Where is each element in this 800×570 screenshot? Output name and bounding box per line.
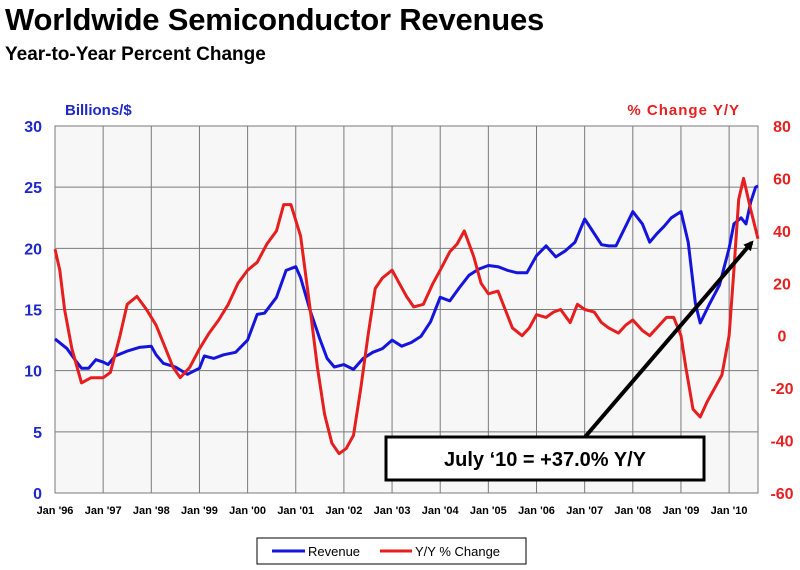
left-tick-label: 20 bbox=[24, 241, 42, 258]
annotation-text: July ‘10 = +37.0% Y/Y bbox=[444, 449, 647, 471]
legend-label-yoy: Y/Y % Change bbox=[415, 544, 500, 559]
x-tick-label: Jan '05 bbox=[470, 505, 507, 517]
left-tick-label: 30 bbox=[24, 119, 42, 136]
left-tick-label: 10 bbox=[24, 364, 42, 381]
x-tick-label: Jan '03 bbox=[374, 505, 411, 517]
right-tick-label: 60 bbox=[773, 171, 791, 188]
annotation-box bbox=[384, 435, 706, 482]
x-tick-label: Jan '01 bbox=[277, 505, 314, 517]
x-tick-label: Jan '02 bbox=[325, 505, 362, 517]
left-tick-label: 15 bbox=[24, 303, 42, 320]
x-tick-label: Jan '00 bbox=[229, 505, 266, 517]
x-tick-label: Jan '09 bbox=[663, 505, 700, 517]
legend: Revenue Y/Y % Change bbox=[256, 537, 527, 565]
right-tick-label: -20 bbox=[770, 381, 793, 398]
chart-subtitle: Year-to-Year Percent Change bbox=[5, 44, 266, 65]
left-axis: 0 5 10 15 20 25 30 bbox=[24, 119, 42, 503]
x-axis: Jan '96 Jan '97 Jan '98 Jan '99 Jan '00 Jan '… bbox=[37, 505, 748, 517]
x-tick-label: Jan '99 bbox=[181, 505, 218, 517]
left-tick-label: 5 bbox=[33, 425, 42, 442]
series-yoy-line bbox=[53, 176, 760, 456]
right-axis-title: % Change Y/Y bbox=[627, 102, 740, 119]
left-tick-label: 25 bbox=[24, 180, 42, 197]
right-axis: -60 -40 -20 0 20 40 60 80 bbox=[770, 119, 793, 503]
right-tick-label: -60 bbox=[770, 486, 793, 503]
x-tick-label: Jan '08 bbox=[614, 505, 651, 517]
left-tick-label: 0 bbox=[33, 486, 42, 503]
x-tick-label: Jan '10 bbox=[711, 505, 748, 517]
right-tick-label: -40 bbox=[770, 434, 793, 451]
x-tick-label: Jan '98 bbox=[133, 505, 170, 517]
chart-title: Worldwide Semiconductor Revenues bbox=[5, 2, 545, 37]
right-tick-label: 0 bbox=[778, 329, 787, 346]
legend-label-revenue: Revenue bbox=[308, 544, 360, 559]
series-revenue-line bbox=[54, 184, 759, 376]
x-tick-label: Jan '06 bbox=[518, 505, 555, 517]
right-tick-label: 20 bbox=[773, 276, 791, 293]
right-tick-label: 80 bbox=[773, 119, 791, 136]
x-tick-label: Jan '04 bbox=[422, 505, 460, 517]
annotation-arrow bbox=[583, 240, 754, 439]
left-axis-title: Billions/$ bbox=[65, 102, 132, 119]
right-tick-label: 40 bbox=[773, 224, 791, 241]
x-tick-label: Jan '96 bbox=[37, 505, 74, 517]
x-tick-label: Jan '97 bbox=[85, 505, 122, 517]
x-tick-label: Jan '07 bbox=[566, 505, 603, 517]
